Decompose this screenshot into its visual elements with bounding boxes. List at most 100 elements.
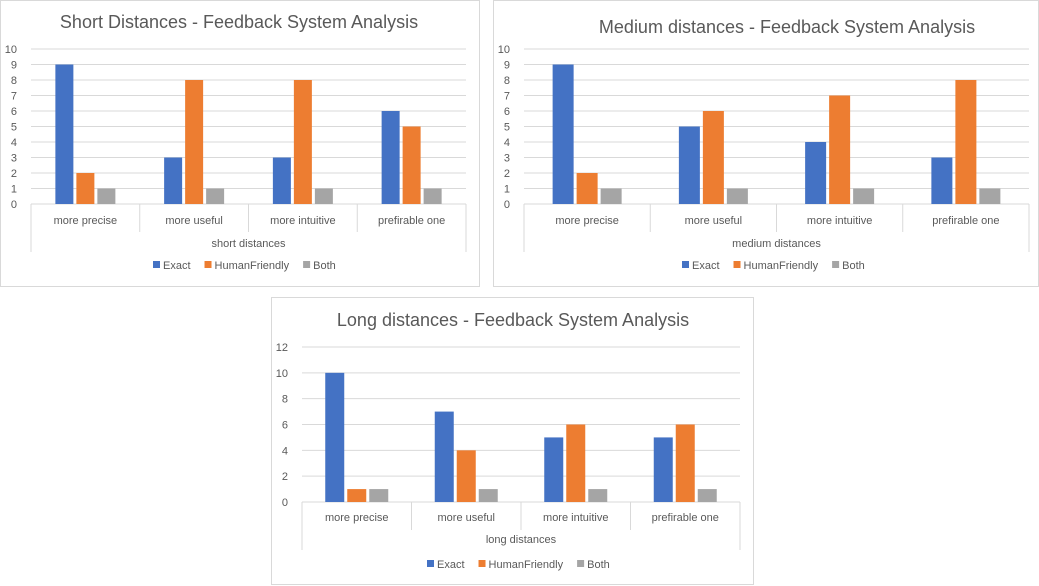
category-label: more precise — [325, 512, 389, 524]
legend-label-humanfriendly: HumanFriendly — [744, 260, 819, 272]
y-tick-label: 5 — [504, 122, 510, 134]
long-distances-chart: Long distances - Feedback System Analysi… — [276, 310, 741, 571]
bar-humanfriendly-more-precise — [76, 173, 95, 204]
legend-swatch-both — [832, 261, 840, 268]
bar-both-prefirable-one — [423, 188, 442, 204]
long-distances-chart-panel: Long distances - Feedback System Analysi… — [271, 297, 754, 585]
category-label: more precise — [555, 215, 619, 227]
legend-swatch-both — [577, 560, 585, 567]
chart-title: Short Distances - Feedback System Analys… — [60, 12, 418, 32]
bar-exact-prefirable-one — [381, 111, 400, 204]
y-tick-label: 3 — [11, 153, 17, 165]
category-label: prefirable one — [932, 215, 999, 227]
legend-label-both: Both — [842, 260, 865, 272]
bar-both-more-precise — [600, 188, 622, 204]
y-tick-label: 9 — [11, 60, 17, 72]
bar-exact-more-useful — [164, 157, 183, 204]
y-tick-label: 6 — [504, 106, 510, 118]
bar-both-prefirable-one — [697, 489, 717, 502]
legend-swatch-humanfriendly — [204, 261, 212, 268]
legend-swatch-both — [303, 261, 311, 268]
bar-exact-more-useful — [678, 126, 700, 204]
y-tick-label: 2 — [11, 168, 17, 180]
bar-both-more-useful — [206, 188, 225, 204]
bar-both-more-precise — [97, 188, 116, 204]
y-tick-label: 8 — [504, 75, 510, 87]
bar-humanfriendly-more-intuitive — [293, 80, 312, 204]
legend-swatch-exact — [153, 261, 160, 268]
bar-both-more-useful — [726, 188, 748, 204]
y-tick-label: 10 — [276, 368, 288, 380]
short-distances-chart-panel: Short Distances - Feedback System Analys… — [0, 0, 480, 287]
y-tick-label: 9 — [504, 60, 510, 72]
bar-both-more-precise — [369, 489, 389, 502]
chart-title: Medium distances - Feedback System Analy… — [599, 17, 975, 37]
y-tick-label: 4 — [282, 445, 288, 457]
short-distances-chart: Short Distances - Feedback System Analys… — [5, 12, 467, 272]
bar-exact-more-intuitive — [544, 437, 564, 502]
x-axis-label: long distances — [486, 534, 557, 546]
y-tick-label: 0 — [282, 497, 288, 509]
bar-humanfriendly-more-precise — [576, 173, 598, 204]
bar-exact-more-precise — [552, 64, 574, 204]
y-tick-label: 0 — [504, 199, 510, 211]
y-tick-label: 1 — [504, 184, 510, 196]
legend-swatch-humanfriendly — [733, 261, 741, 268]
bar-both-more-intuitive — [588, 489, 608, 502]
medium-distances-chart-panel: Medium distances - Feedback System Analy… — [493, 0, 1039, 287]
medium-distances-chart: Medium distances - Feedback System Analy… — [498, 17, 1030, 272]
x-axis-label: short distances — [212, 238, 286, 250]
bar-humanfriendly-prefirable-one — [675, 424, 695, 502]
y-tick-label: 8 — [11, 75, 17, 87]
category-label: more precise — [54, 215, 118, 227]
category-label: prefirable one — [652, 512, 719, 524]
bar-humanfriendly-more-precise — [347, 489, 367, 502]
bar-exact-more-precise — [55, 64, 74, 204]
chart-title: Long distances - Feedback System Analysi… — [337, 310, 689, 330]
y-tick-label: 10 — [498, 44, 510, 56]
bar-exact-more-intuitive — [805, 142, 827, 204]
y-tick-label: 6 — [282, 420, 288, 432]
bar-humanfriendly-more-intuitive — [829, 95, 851, 204]
category-label: more useful — [165, 215, 222, 227]
category-label: more intuitive — [807, 215, 872, 227]
bar-humanfriendly-more-useful — [702, 111, 724, 204]
legend-label-exact: Exact — [163, 260, 191, 272]
bar-both-more-intuitive — [314, 188, 333, 204]
y-tick-label: 7 — [11, 91, 17, 103]
y-tick-label: 8 — [282, 394, 288, 406]
bar-humanfriendly-prefirable-one — [955, 80, 977, 204]
legend-label-exact: Exact — [437, 559, 465, 571]
y-tick-label: 6 — [11, 106, 17, 118]
y-tick-label: 5 — [11, 122, 17, 134]
x-axis-label: medium distances — [732, 238, 821, 250]
bar-exact-more-intuitive — [272, 157, 291, 204]
bar-exact-more-precise — [325, 372, 345, 502]
y-tick-label: 12 — [276, 342, 288, 354]
category-label: more intuitive — [543, 512, 608, 524]
y-tick-label: 7 — [504, 91, 510, 103]
bar-humanfriendly-prefirable-one — [402, 126, 421, 204]
bar-exact-prefirable-one — [653, 437, 673, 502]
bar-both-more-useful — [478, 489, 498, 502]
bar-exact-prefirable-one — [931, 157, 953, 204]
bar-humanfriendly-more-intuitive — [566, 424, 586, 502]
y-tick-label: 0 — [11, 199, 17, 211]
legend-label-humanfriendly: HumanFriendly — [489, 559, 564, 571]
category-label: prefirable one — [378, 215, 445, 227]
category-label: more useful — [438, 512, 495, 524]
legend-label-humanfriendly: HumanFriendly — [215, 260, 290, 272]
bar-both-more-intuitive — [853, 188, 875, 204]
bar-both-prefirable-one — [979, 188, 1001, 204]
bar-exact-more-useful — [434, 411, 454, 502]
y-tick-label: 10 — [5, 44, 17, 56]
y-tick-label: 3 — [504, 153, 510, 165]
legend-label-exact: Exact — [692, 260, 720, 272]
bar-humanfriendly-more-useful — [456, 450, 476, 502]
y-tick-label: 4 — [11, 137, 17, 149]
legend-label-both: Both — [587, 559, 610, 571]
legend-swatch-exact — [427, 560, 434, 567]
bar-humanfriendly-more-useful — [185, 80, 204, 204]
y-tick-label: 2 — [504, 168, 510, 180]
legend-swatch-humanfriendly — [478, 560, 486, 567]
